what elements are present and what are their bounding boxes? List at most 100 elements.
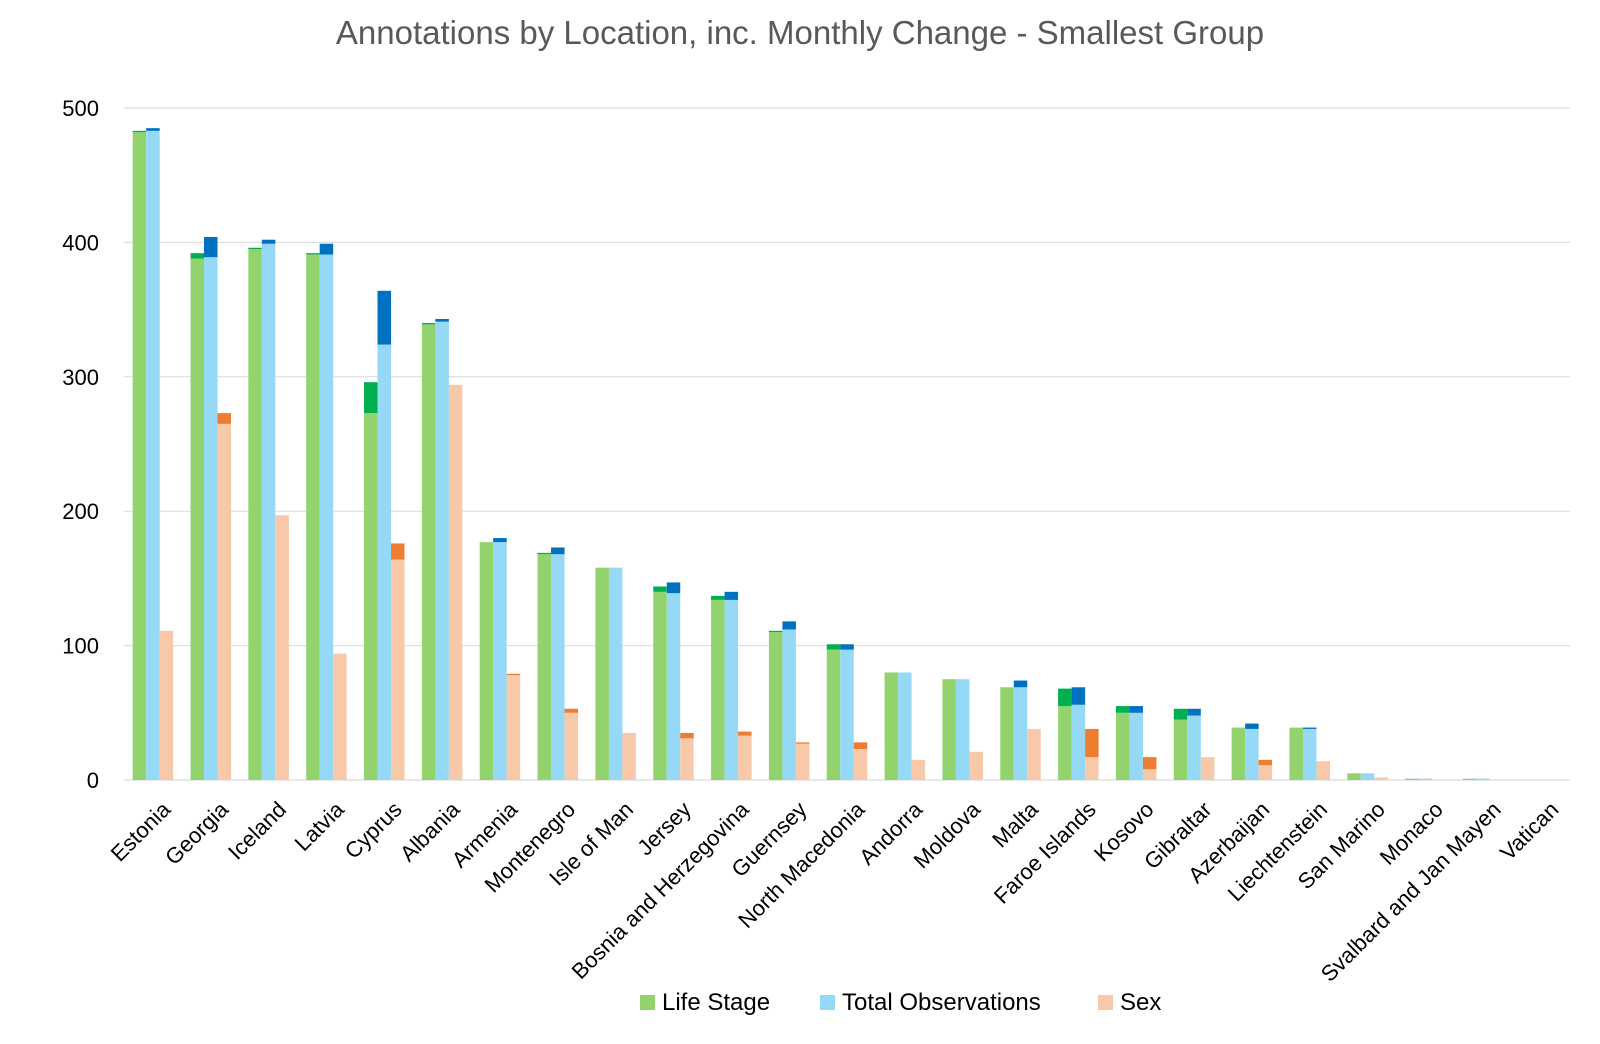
bar-change-life-stage xyxy=(190,253,205,259)
bar-change-sex xyxy=(853,742,868,750)
bar-change-life-stage xyxy=(364,382,378,414)
bars xyxy=(132,128,1490,781)
bar-group xyxy=(595,567,636,780)
legend-swatch xyxy=(1098,995,1113,1010)
bar-total-observations xyxy=(551,554,565,780)
bar-group xyxy=(711,591,752,780)
x-tick-label: Faroe Islands xyxy=(989,797,1101,909)
bar-life-stage xyxy=(132,132,147,780)
bar-group xyxy=(1231,723,1273,780)
bar-sex xyxy=(622,732,636,780)
bar-life-stage xyxy=(537,554,552,780)
y-tick-label: 300 xyxy=(62,365,99,390)
bar-group xyxy=(537,547,579,780)
bar-sex xyxy=(448,384,463,780)
bar-life-stage xyxy=(364,413,378,780)
legend-label: Life Stage xyxy=(662,989,770,1016)
bar-total-observations xyxy=(1476,778,1490,780)
bar-change-total-observations xyxy=(319,243,334,255)
bar-sex xyxy=(1142,769,1157,780)
bar-change-total-observations xyxy=(1071,687,1086,705)
bar-sex xyxy=(564,712,579,780)
legend: Life Stage Total Observations Sex xyxy=(640,989,1161,1016)
bar-change-total-observations xyxy=(1302,727,1317,729)
bar-group xyxy=(248,239,289,780)
bar-group xyxy=(306,243,347,781)
bar-sex xyxy=(1200,757,1215,780)
bar-total-observations xyxy=(377,344,392,780)
bar-life-stage xyxy=(1000,687,1014,780)
legend-item: Total Observations xyxy=(820,989,1041,1016)
bar-change-total-observations xyxy=(1013,680,1028,688)
bar-group xyxy=(1173,708,1215,780)
bar-total-observations xyxy=(204,257,218,781)
bar-change-sex xyxy=(564,708,579,713)
bar-change-sex xyxy=(738,731,752,736)
bar-change-sex xyxy=(506,673,521,676)
bar-change-life-stage xyxy=(306,253,320,255)
legend-swatch xyxy=(820,995,835,1010)
bar-change-life-stage xyxy=(826,644,841,650)
bar-total-observations xyxy=(724,599,739,780)
bar-change-total-observations xyxy=(724,591,739,600)
bar-sex xyxy=(911,759,926,780)
bar-change-total-observations xyxy=(261,239,276,244)
bar-change-total-observations xyxy=(204,237,218,258)
bar-change-life-stage xyxy=(653,586,667,592)
bar-change-total-observations xyxy=(551,547,565,555)
legend-item: Life Stage xyxy=(640,989,770,1016)
legend-label: Sex xyxy=(1120,989,1161,1016)
bar-total-observations xyxy=(1187,715,1201,780)
x-tick-label: Georgia xyxy=(160,796,234,870)
bar-life-stage xyxy=(653,591,667,780)
bar-total-observations xyxy=(955,679,970,780)
bar-sex xyxy=(391,559,405,780)
bar-change-life-stage xyxy=(248,247,262,250)
bar-total-observations xyxy=(898,672,912,780)
y-tick-label: 100 xyxy=(62,634,99,659)
bar-sex xyxy=(853,749,868,780)
bar-total-observations xyxy=(782,629,796,780)
bar-total-observations xyxy=(1071,704,1086,780)
y-tick-label: 500 xyxy=(62,96,99,121)
bar-total-observations xyxy=(1129,712,1143,780)
y-axis-ticks: 0 100 200 300 400 500 xyxy=(62,96,99,793)
bar-group xyxy=(421,319,463,780)
bar-change-life-stage xyxy=(1115,706,1130,713)
bar-sex xyxy=(969,751,983,780)
bar-change-sex xyxy=(1085,728,1099,758)
bar-life-stage xyxy=(1115,712,1130,780)
bar-change-life-stage xyxy=(1058,688,1072,707)
bar-change-life-stage xyxy=(421,323,436,325)
bar-change-sex xyxy=(391,543,405,560)
bar-total-observations xyxy=(1360,773,1375,780)
bar-group xyxy=(364,290,405,780)
bar-group xyxy=(479,538,521,780)
bar-change-sex xyxy=(1142,757,1157,770)
legend-item: Sex xyxy=(1098,989,1161,1016)
bar-group xyxy=(1405,778,1433,780)
bar-group xyxy=(1347,773,1388,780)
bar-change-sex xyxy=(680,732,694,739)
bar-sex xyxy=(275,515,289,780)
bar-change-life-stage xyxy=(711,595,725,600)
bar-sex xyxy=(159,630,174,780)
bar-total-observations xyxy=(493,542,507,780)
x-tick-label: Iceland xyxy=(223,797,291,865)
bar-total-observations xyxy=(608,567,623,780)
bar-total-observations xyxy=(1013,687,1028,780)
x-tick-label: Vatican xyxy=(1495,797,1563,865)
bar-total-observations xyxy=(666,593,681,780)
bar-change-sex xyxy=(217,413,232,424)
bar-total-observations xyxy=(261,243,276,780)
bar-change-total-observations xyxy=(493,538,507,543)
bar-sex xyxy=(217,423,232,780)
bar-sex xyxy=(1258,765,1273,780)
bar-group xyxy=(132,128,174,780)
x-axis-ticks: EstoniaGeorgiaIcelandLatviaCyprusAlbania… xyxy=(106,796,1564,986)
bar-sex xyxy=(1316,761,1330,780)
bar-sex xyxy=(1085,757,1099,780)
bar-change-total-observations xyxy=(840,644,854,650)
bar-life-stage xyxy=(248,249,262,780)
bar-life-stage xyxy=(190,258,205,780)
